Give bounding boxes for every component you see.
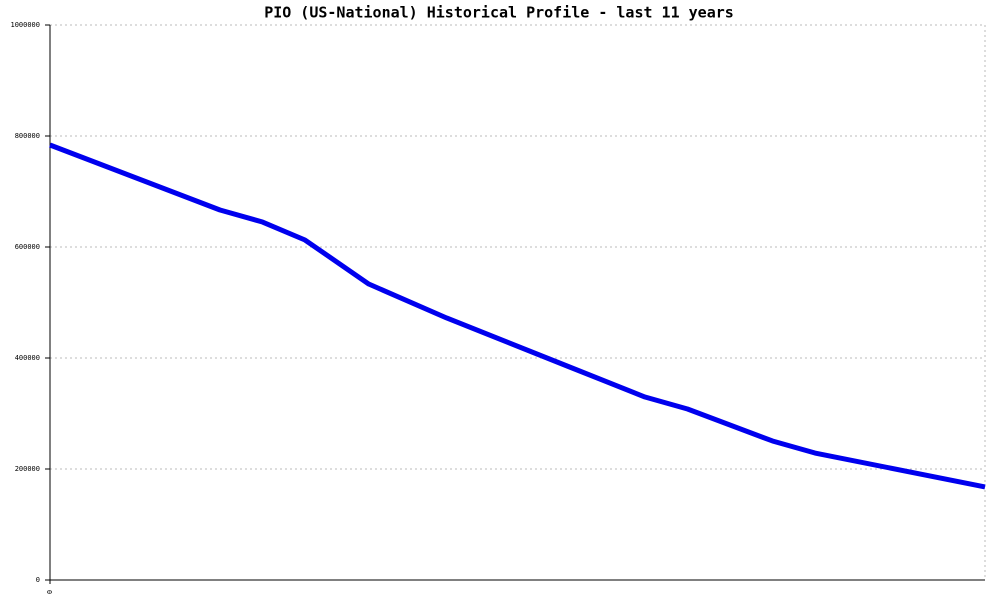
y-tick-label: 400000 [15, 354, 40, 362]
data-line [49, 142, 986, 490]
y-tick-label: 0 [36, 576, 40, 584]
y-tick-label: 600000 [15, 243, 40, 251]
y-tick-label: 800000 [15, 132, 40, 140]
y-tick-label: 1000000 [10, 21, 40, 29]
x-tick-label: 0 [46, 590, 54, 594]
chart-title: PIO (US-National) Historical Profile - l… [264, 4, 734, 22]
y-tick-label: 200000 [15, 465, 40, 473]
